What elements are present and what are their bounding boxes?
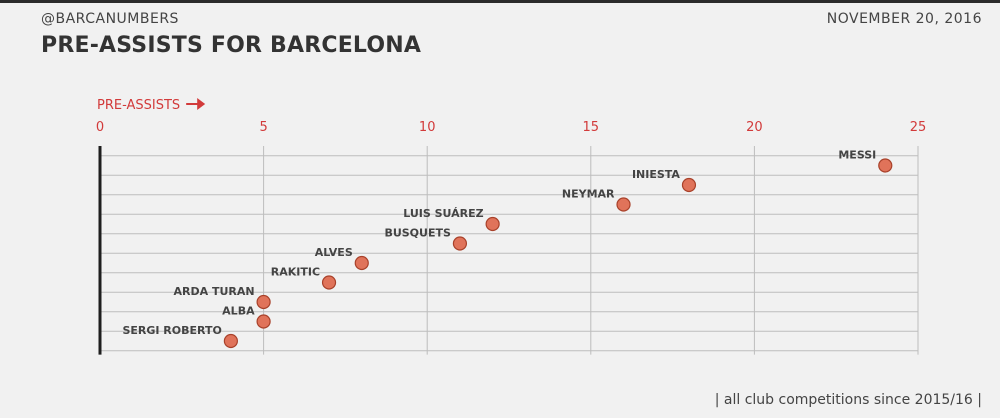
data-point [485,216,500,232]
data-point-label: ALVES [315,246,353,259]
data-point-label: INIESTA [632,168,680,181]
footnote: | all club competitions since 2015/16 | [714,392,982,408]
data-point-label: LUIS SUÁREZ [403,207,483,220]
data-point-label: NEYMAR [562,188,615,201]
data-point [681,177,697,193]
data-point-label: RAKITIC [271,266,320,279]
publish-date: NOVEMBER 20, 2016 [826,11,982,27]
data-point [223,333,238,349]
data-point-label: BUSQUETS [384,227,451,240]
data-point [878,158,893,173]
data-point [616,197,631,212]
data-point [452,236,468,251]
page-title: PRE-ASSISTS FOR BARCELONA [41,33,422,58]
data-point-label: SERGI ROBERTO [122,324,221,337]
top-border [0,0,1000,3]
data-point [321,275,337,290]
data-point-label: ALBA [222,305,255,318]
x-tick-label: 5 [259,120,267,135]
x-tick-label: 20 [746,120,763,135]
x-tick-label: 10 [419,120,436,135]
arrow-right-icon [197,98,206,110]
twitter-handle: @BARCANUMBERS [41,11,179,27]
data-point [256,314,271,329]
data-point-label: ARDA TURAN [174,285,255,298]
x-axis-label: PRE-ASSISTS [97,98,180,113]
x-tick-label: 0 [96,120,104,135]
x-tick-label: 25 [910,120,927,135]
data-point-label: MESSI [838,149,876,162]
data-point [354,255,369,271]
x-tick-label: 15 [583,120,600,135]
data-point [256,294,271,310]
